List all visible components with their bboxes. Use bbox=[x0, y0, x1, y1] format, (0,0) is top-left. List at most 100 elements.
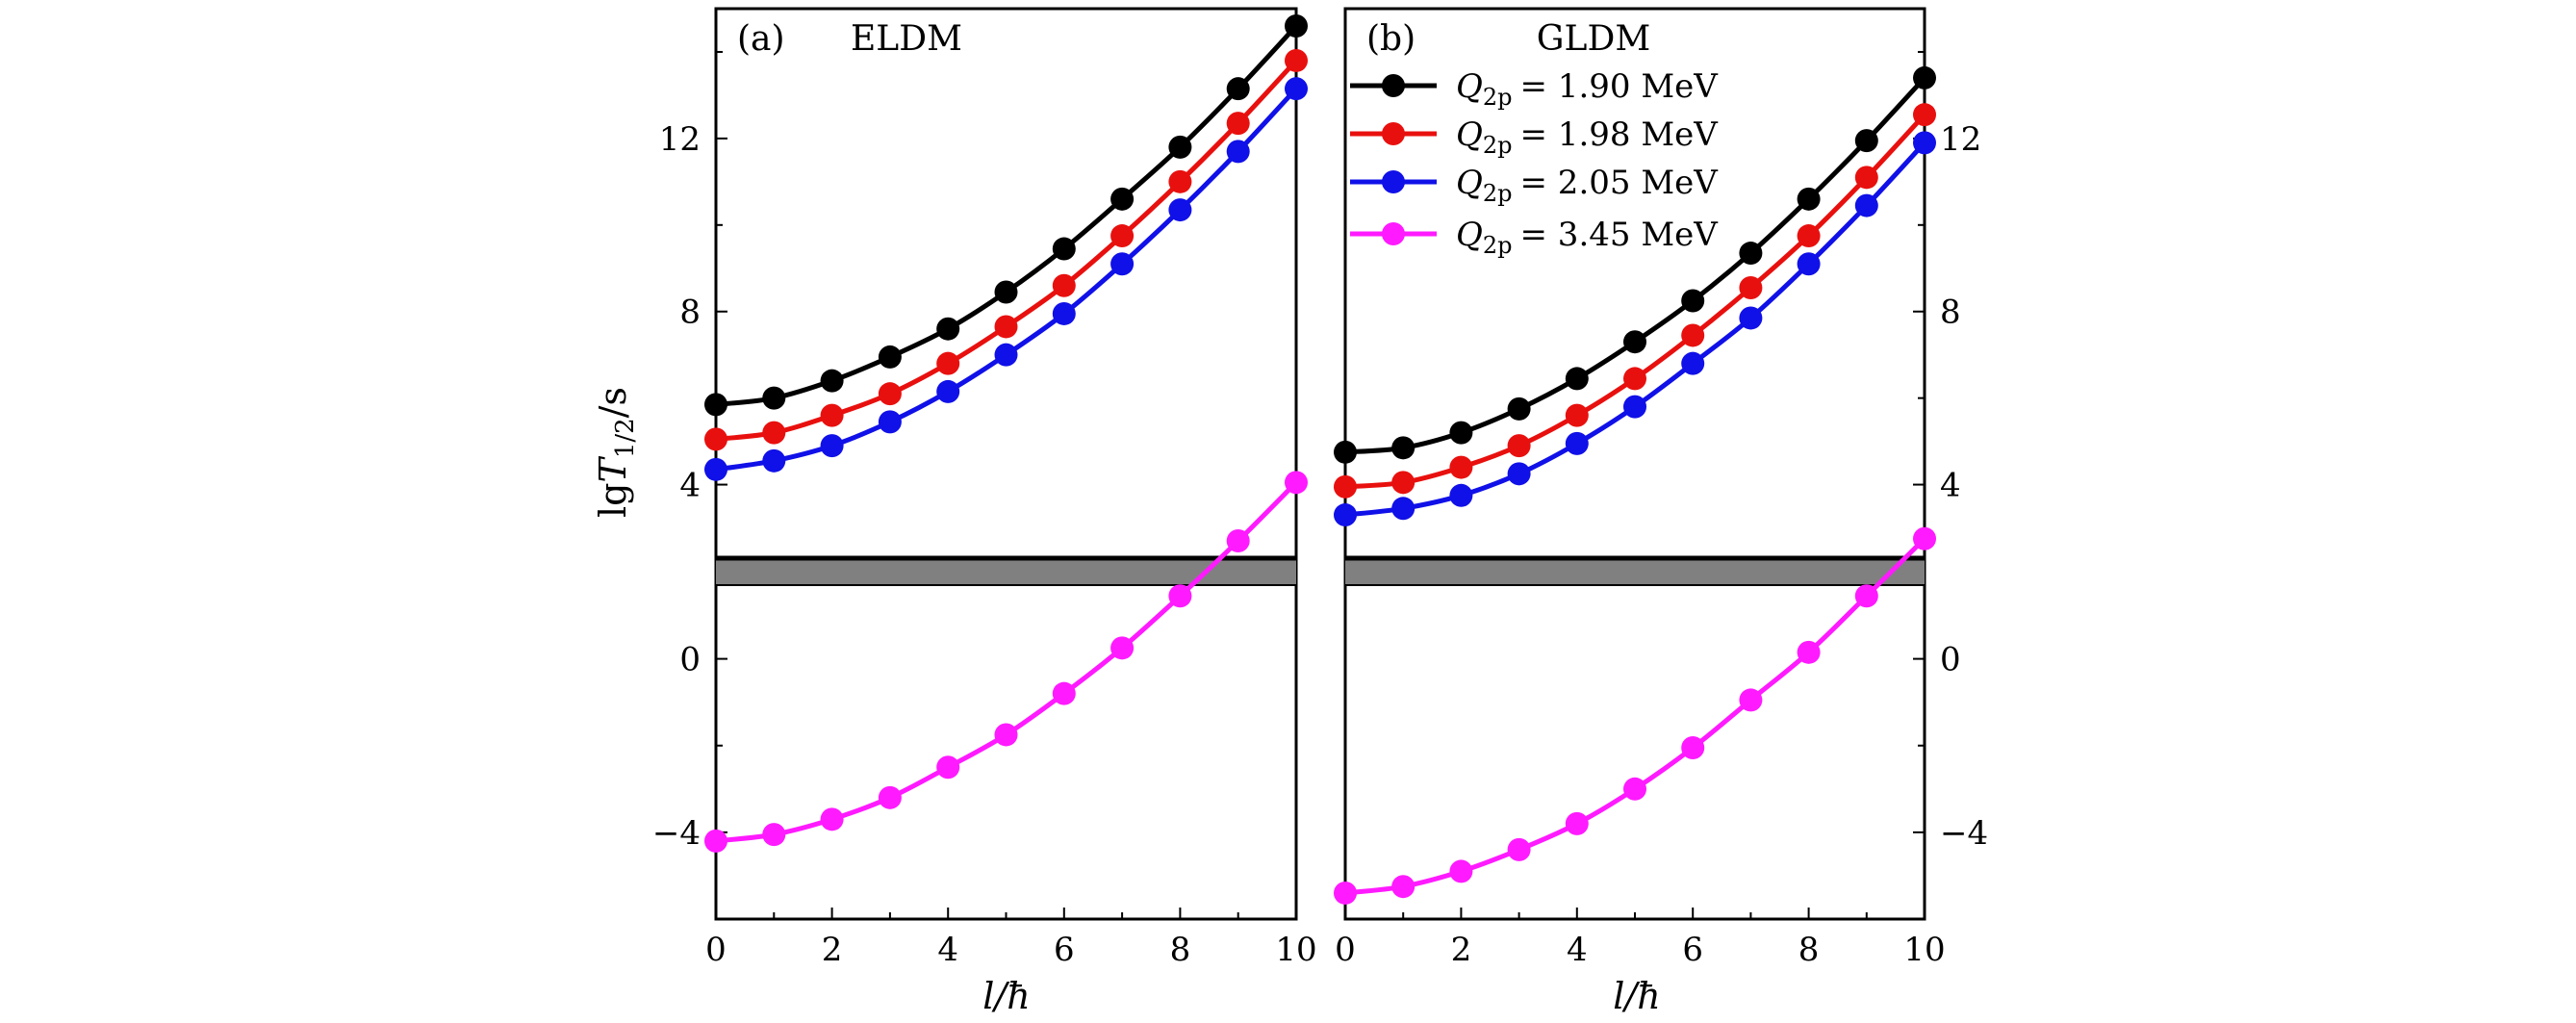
x-tick-label: 4 bbox=[1567, 931, 1588, 969]
x-axis-title-a-unit: /ħ bbox=[990, 975, 1030, 1017]
data-point bbox=[1334, 503, 1357, 527]
data-point bbox=[1110, 187, 1135, 211]
data-point bbox=[1391, 875, 1416, 899]
data-point bbox=[878, 785, 902, 809]
data-point bbox=[994, 343, 1018, 367]
legend-entry: Q2p = 1.90 MeV bbox=[1350, 67, 1719, 111]
y-axis-title: lgT1/2/s bbox=[592, 387, 640, 518]
x-tick-label: 8 bbox=[1798, 931, 1820, 969]
x-tick-label: 6 bbox=[1054, 931, 1075, 969]
data-point bbox=[1334, 474, 1357, 499]
data-point bbox=[1285, 471, 1308, 495]
legend-label: Q2p = 2.05 MeV bbox=[1456, 164, 1719, 207]
data-point bbox=[704, 829, 727, 853]
legend-value: = 1.90 MeV bbox=[1520, 67, 1720, 106]
data-point bbox=[1285, 13, 1308, 38]
legend-label: Q2p = 3.45 MeV bbox=[1456, 216, 1719, 259]
data-point bbox=[1681, 735, 1705, 759]
x-axis-title-b-unit: /ħ bbox=[1620, 975, 1660, 1017]
data-point bbox=[1797, 640, 1821, 664]
legend-symbol: Q bbox=[1456, 115, 1483, 154]
data-point bbox=[1565, 403, 1589, 427]
legend-label: Q2p = 1.90 MeV bbox=[1456, 67, 1719, 111]
data-point bbox=[704, 457, 727, 481]
legend-symbol: Q bbox=[1456, 164, 1483, 202]
data-point bbox=[1285, 48, 1308, 72]
data-point bbox=[762, 448, 786, 473]
data-point bbox=[936, 351, 960, 375]
data-point bbox=[1854, 166, 1878, 190]
data-point bbox=[1226, 529, 1250, 553]
y-tick-label: −4 bbox=[652, 814, 701, 853]
data-point bbox=[878, 345, 902, 369]
data-point bbox=[1623, 777, 1646, 801]
y-tick-label: 8 bbox=[679, 294, 701, 332]
x-tick-label: 4 bbox=[937, 931, 958, 969]
data-point bbox=[762, 421, 786, 445]
data-point bbox=[1052, 273, 1076, 297]
data-point bbox=[1565, 431, 1589, 455]
data-point bbox=[1052, 237, 1076, 261]
data-point bbox=[1391, 497, 1416, 521]
data-point bbox=[1507, 396, 1531, 421]
data-point bbox=[1623, 330, 1646, 354]
data-point bbox=[1449, 859, 1473, 883]
data-point bbox=[704, 427, 727, 451]
data-point bbox=[1110, 224, 1135, 248]
data-point bbox=[1507, 434, 1531, 458]
data-point bbox=[1797, 187, 1821, 211]
data-point bbox=[1285, 77, 1308, 101]
y-tick-label: 12 bbox=[1940, 120, 1981, 159]
data-point bbox=[1168, 135, 1192, 159]
data-point bbox=[1052, 301, 1076, 325]
data-point bbox=[878, 410, 902, 434]
data-point bbox=[1797, 252, 1821, 276]
data-point bbox=[704, 393, 727, 417]
data-point bbox=[1391, 436, 1416, 460]
data-point bbox=[762, 823, 786, 847]
y-tick-label: 12 bbox=[659, 120, 701, 159]
y-axis-title-prefix: lg bbox=[592, 483, 634, 518]
data-point bbox=[994, 315, 1018, 339]
legend-subscript: 2p bbox=[1483, 132, 1513, 159]
panel-label: (b) bbox=[1366, 19, 1416, 59]
x-tick-label: 6 bbox=[1682, 931, 1703, 969]
legend-value: = 3.45 MeV bbox=[1520, 216, 1720, 254]
legend-value: = 2.05 MeV bbox=[1520, 164, 1720, 202]
x-tick-label: 0 bbox=[705, 931, 727, 969]
panel-label: (a) bbox=[737, 19, 785, 59]
legend-entry: Q2p = 1.98 MeV bbox=[1350, 115, 1719, 159]
data-point bbox=[936, 317, 960, 341]
data-point bbox=[1565, 367, 1589, 391]
x-axis-title-a: l/ħ bbox=[982, 975, 1030, 1017]
legend-symbol: Q bbox=[1456, 67, 1483, 106]
data-point bbox=[1913, 526, 1936, 550]
y-tick-label: 4 bbox=[679, 467, 701, 505]
legend-subscript: 2p bbox=[1483, 180, 1513, 207]
x-axis-title-a-symbol: l bbox=[982, 975, 994, 1017]
x-tick-label: 10 bbox=[1275, 931, 1316, 969]
data-point bbox=[994, 280, 1018, 304]
data-point bbox=[1334, 440, 1357, 464]
legend-marker bbox=[1382, 170, 1405, 193]
y-tick-label: 8 bbox=[1940, 294, 1961, 332]
legend-label: Q2p = 1.98 MeV bbox=[1456, 115, 1719, 159]
data-point bbox=[1854, 584, 1878, 608]
data-point bbox=[762, 386, 786, 410]
data-point bbox=[1739, 306, 1763, 330]
data-point bbox=[1507, 462, 1531, 486]
data-point bbox=[1226, 140, 1250, 164]
legend-value: = 1.98 MeV bbox=[1520, 115, 1720, 154]
data-point bbox=[1913, 103, 1936, 127]
legend-subscript: 2p bbox=[1483, 84, 1513, 111]
series-group bbox=[1334, 65, 1936, 905]
legend-symbol: Q bbox=[1456, 216, 1483, 254]
panel-a: 0 2 4 6 8 10 −4 0 4 8 12 (a) ELDM bbox=[652, 7, 1317, 969]
legend-entry: Q2p = 3.45 MeV bbox=[1350, 216, 1719, 259]
legend-marker bbox=[1382, 122, 1405, 145]
x-tick-label: 8 bbox=[1170, 931, 1191, 969]
data-point bbox=[1623, 395, 1646, 419]
data-point bbox=[994, 723, 1018, 747]
y-axis-title-unit: /s bbox=[592, 387, 634, 418]
data-point bbox=[1168, 169, 1192, 193]
